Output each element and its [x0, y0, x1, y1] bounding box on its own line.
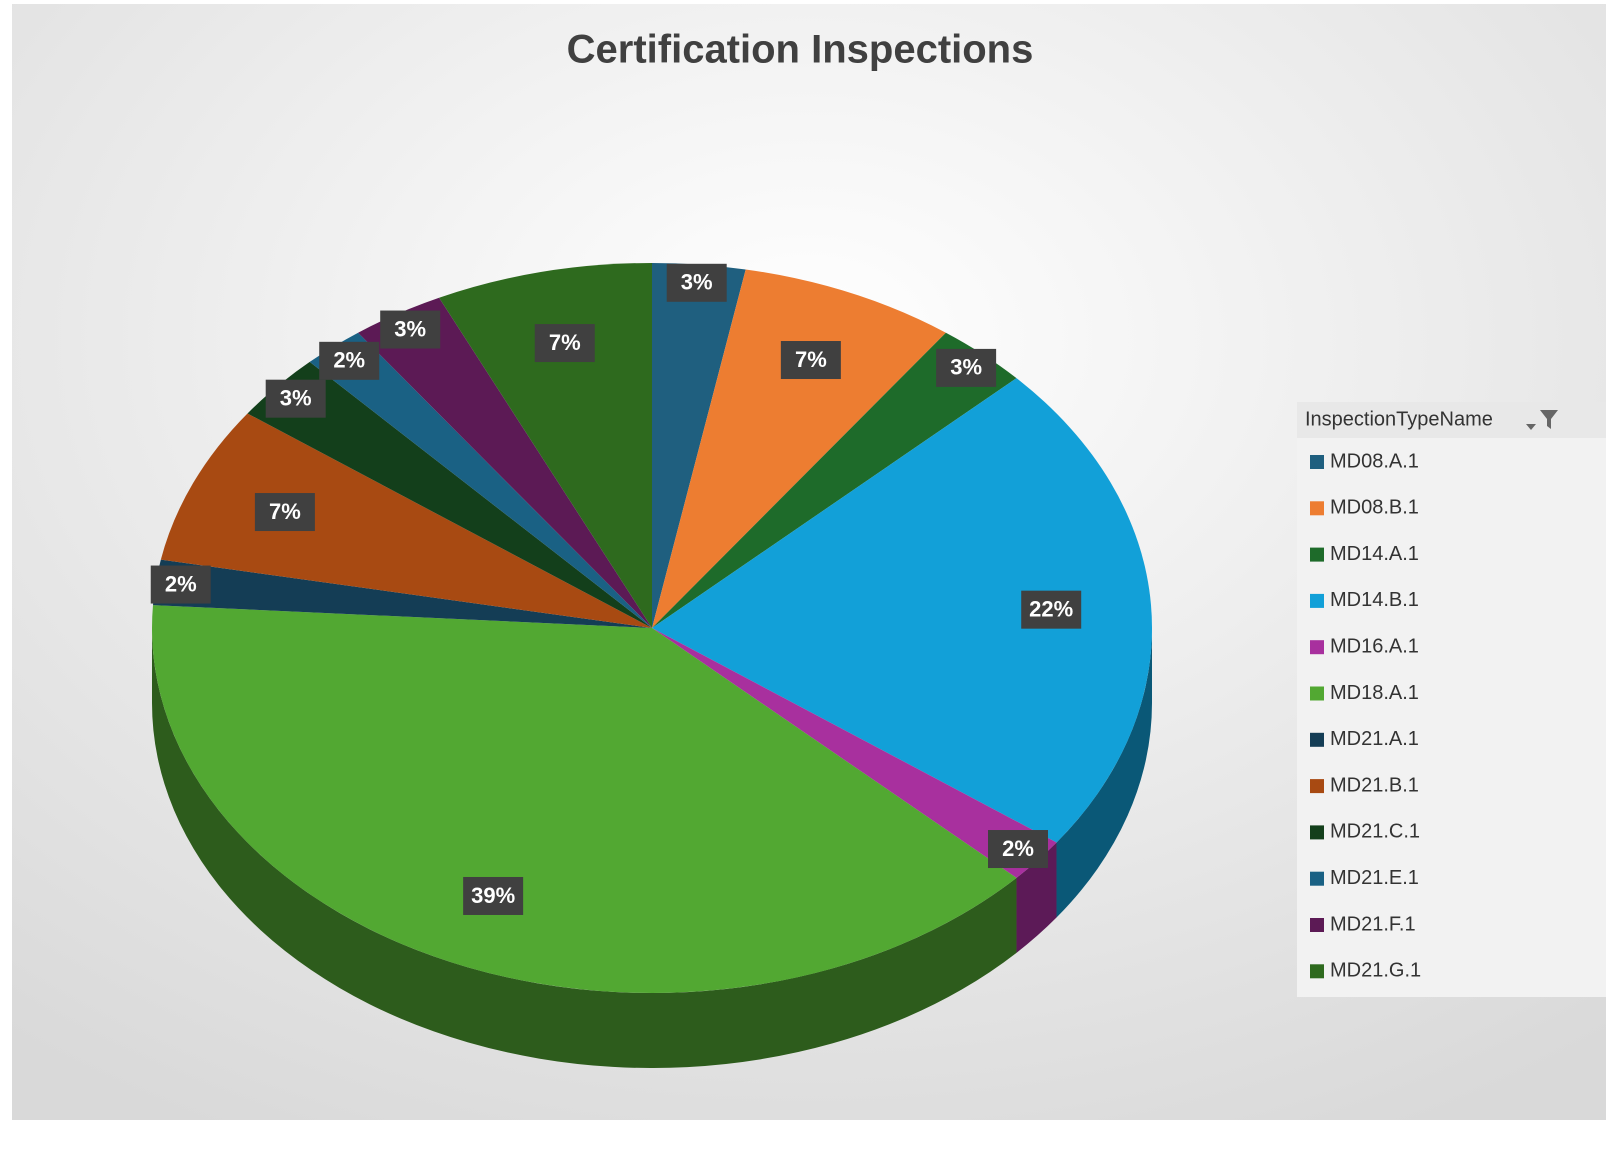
data-label: 2%: [165, 571, 197, 596]
data-label: 22%: [1029, 596, 1073, 621]
slice-side: [152, 628, 1017, 1068]
legend-label: MD21.G.1: [1330, 960, 1421, 982]
slice: [152, 605, 1017, 994]
data-label: 39%: [471, 883, 515, 908]
slice: [652, 263, 746, 628]
legend-title: InspectionTypeName: [1305, 408, 1493, 430]
data-label: 7%: [269, 499, 301, 524]
data-label-bg: [987, 830, 1048, 869]
legend-swatch: [1310, 871, 1324, 886]
legend-swatch: [1310, 825, 1324, 840]
data-label-bg: [463, 876, 524, 915]
data-label: 2%: [1002, 836, 1034, 861]
legend-label: MD21.C.1: [1330, 821, 1420, 843]
legend-swatch: [1310, 593, 1324, 608]
data-label: 3%: [394, 316, 426, 341]
data-label-bg: [534, 324, 595, 363]
data-label: 7%: [549, 330, 581, 355]
data-label-bg: [380, 310, 441, 349]
legend-swatch: [1310, 501, 1324, 516]
data-label: 3%: [280, 386, 312, 411]
data-label-bg: [319, 341, 380, 380]
slice: [358, 297, 652, 628]
data-label-bg: [150, 565, 211, 604]
legend-swatch: [1310, 732, 1324, 747]
slice: [652, 269, 946, 628]
slice-side: [1056, 628, 1152, 918]
legend-label: MD08.A.1: [1330, 450, 1419, 472]
data-label-bg: [254, 493, 315, 532]
slice: [652, 378, 1152, 843]
legend-swatch: [1310, 455, 1324, 469]
legend-box: [1297, 402, 1606, 997]
legend-label: MD21.B.1: [1330, 774, 1419, 796]
legend-swatch: [1310, 640, 1324, 655]
data-label-bg: [666, 263, 727, 302]
filter-icon[interactable]: [1526, 410, 1558, 430]
slice: [152, 559, 652, 628]
legend-swatch: [1310, 918, 1324, 932]
slice: [247, 361, 652, 628]
legend-label: MD21.E.1: [1330, 867, 1419, 889]
legend-swatch: [1310, 779, 1324, 794]
chart-title: Certification Inspections: [567, 28, 1034, 72]
data-label-bg: [1021, 590, 1082, 629]
data-label: 7%: [795, 347, 827, 372]
legend-label: MD14.A.1: [1330, 543, 1419, 565]
legend-swatch: [1310, 547, 1324, 562]
data-label-bg: [936, 348, 997, 387]
slice: [309, 332, 652, 628]
legend-label: MD08.B.1: [1330, 497, 1419, 519]
legend-label: MD21.F.1: [1330, 913, 1416, 935]
legend-label: MD21.A.1: [1330, 728, 1419, 750]
data-label-bg: [780, 341, 841, 380]
legend-label: MD16.A.1: [1330, 635, 1419, 657]
slice: [652, 628, 1057, 878]
legend-swatch: [1310, 686, 1324, 701]
legend-swatch: [1310, 964, 1324, 979]
slice: [652, 332, 1017, 628]
slice: [439, 263, 652, 628]
legend-header: [1297, 402, 1606, 438]
legend-label: MD14.B.1: [1330, 589, 1419, 611]
data-label-bg: [265, 379, 326, 418]
slice: [160, 413, 652, 628]
data-label: 3%: [950, 355, 982, 380]
legend-label: MD18.A.1: [1330, 682, 1419, 704]
slice-side: [1016, 842, 1057, 953]
data-label: 2%: [333, 348, 365, 373]
data-label: 3%: [681, 270, 713, 295]
